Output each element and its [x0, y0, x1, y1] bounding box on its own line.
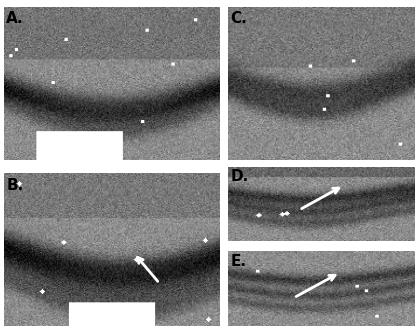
Text: A.: A.: [6, 11, 24, 26]
Text: E.: E.: [230, 254, 246, 269]
Text: C.: C.: [230, 11, 247, 26]
Text: D.: D.: [230, 169, 248, 184]
Text: B.: B.: [6, 178, 23, 193]
